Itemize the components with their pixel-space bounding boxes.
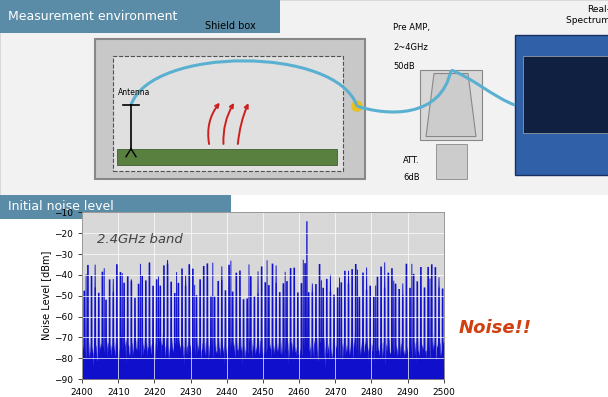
FancyBboxPatch shape: [95, 39, 365, 179]
FancyArrowPatch shape: [223, 105, 233, 144]
FancyBboxPatch shape: [0, 195, 231, 219]
FancyArrowPatch shape: [208, 104, 218, 144]
Polygon shape: [426, 73, 476, 137]
FancyArrowPatch shape: [238, 105, 248, 144]
FancyBboxPatch shape: [117, 149, 337, 165]
Text: Real-time
Spectrum Analyzer: Real-time Spectrum Analyzer: [566, 5, 608, 25]
FancyBboxPatch shape: [0, 195, 608, 397]
FancyBboxPatch shape: [113, 56, 343, 171]
Text: 2.4GHz band: 2.4GHz band: [97, 233, 182, 246]
Text: Noise!!: Noise!!: [459, 318, 532, 337]
FancyBboxPatch shape: [435, 144, 466, 179]
Text: 50dB: 50dB: [393, 62, 415, 71]
FancyBboxPatch shape: [515, 35, 608, 175]
Text: Antenna: Antenna: [118, 88, 150, 97]
FancyBboxPatch shape: [420, 70, 482, 140]
Text: Shield box: Shield box: [205, 21, 255, 31]
Text: 2~4GHz: 2~4GHz: [393, 43, 428, 52]
FancyBboxPatch shape: [523, 56, 608, 133]
Text: ATT.: ATT.: [403, 156, 420, 165]
Text: 6dB: 6dB: [403, 173, 420, 182]
FancyBboxPatch shape: [0, 0, 608, 195]
FancyBboxPatch shape: [0, 0, 280, 33]
Circle shape: [352, 101, 362, 111]
Text: Pre AMP,: Pre AMP,: [393, 23, 430, 32]
Text: Initial noise level: Initial noise level: [8, 200, 114, 213]
Y-axis label: Noise Level [dBm]: Noise Level [dBm]: [41, 251, 51, 341]
Text: Measurement environment: Measurement environment: [8, 10, 178, 23]
